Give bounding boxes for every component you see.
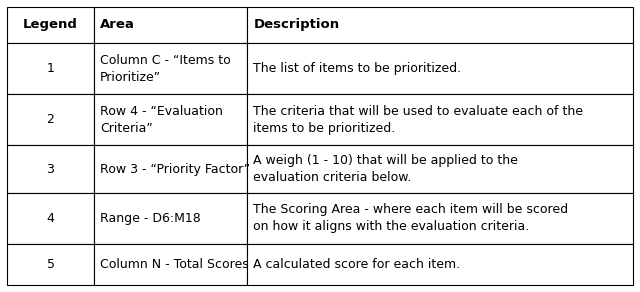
Bar bbox=[247, 244, 633, 285]
Text: Area: Area bbox=[100, 18, 135, 32]
Bar bbox=[7, 193, 94, 244]
Text: Column N - Total Scores: Column N - Total Scores bbox=[100, 258, 249, 271]
Text: 2: 2 bbox=[47, 113, 54, 126]
Bar bbox=[247, 145, 633, 193]
Bar bbox=[7, 94, 94, 145]
Bar bbox=[94, 145, 247, 193]
Bar bbox=[247, 43, 633, 94]
Bar bbox=[94, 43, 247, 94]
Text: Description: Description bbox=[253, 18, 339, 32]
Text: A calculated score for each item.: A calculated score for each item. bbox=[253, 258, 460, 271]
Bar bbox=[94, 244, 247, 285]
Text: A weigh (1 - 10) that will be applied to the
evaluation criteria below.: A weigh (1 - 10) that will be applied to… bbox=[253, 154, 518, 184]
Text: 4: 4 bbox=[47, 212, 54, 225]
Text: Column C - “Items to
Prioritize”: Column C - “Items to Prioritize” bbox=[100, 53, 231, 84]
Bar bbox=[7, 7, 94, 43]
Bar bbox=[247, 7, 633, 43]
Bar bbox=[7, 145, 94, 193]
Text: Legend: Legend bbox=[23, 18, 78, 32]
Text: The Scoring Area - where each item will be scored
on how it aligns with the eval: The Scoring Area - where each item will … bbox=[253, 203, 568, 233]
Text: 1: 1 bbox=[47, 62, 54, 75]
Text: Row 4 - “Evaluation
Criteria”: Row 4 - “Evaluation Criteria” bbox=[100, 105, 223, 135]
Text: The criteria that will be used to evaluate each of the
items to be prioritized.: The criteria that will be used to evalua… bbox=[253, 105, 583, 135]
Text: Range - D6:M18: Range - D6:M18 bbox=[100, 212, 201, 225]
Text: The list of items to be prioritized.: The list of items to be prioritized. bbox=[253, 62, 461, 75]
Bar bbox=[7, 43, 94, 94]
Bar bbox=[94, 193, 247, 244]
Text: 5: 5 bbox=[47, 258, 54, 271]
Bar bbox=[94, 94, 247, 145]
Bar bbox=[247, 193, 633, 244]
Bar bbox=[94, 7, 247, 43]
Bar bbox=[7, 244, 94, 285]
Bar bbox=[247, 94, 633, 145]
Text: Row 3 - “Priority Factor”: Row 3 - “Priority Factor” bbox=[100, 163, 250, 175]
Text: 3: 3 bbox=[47, 163, 54, 175]
